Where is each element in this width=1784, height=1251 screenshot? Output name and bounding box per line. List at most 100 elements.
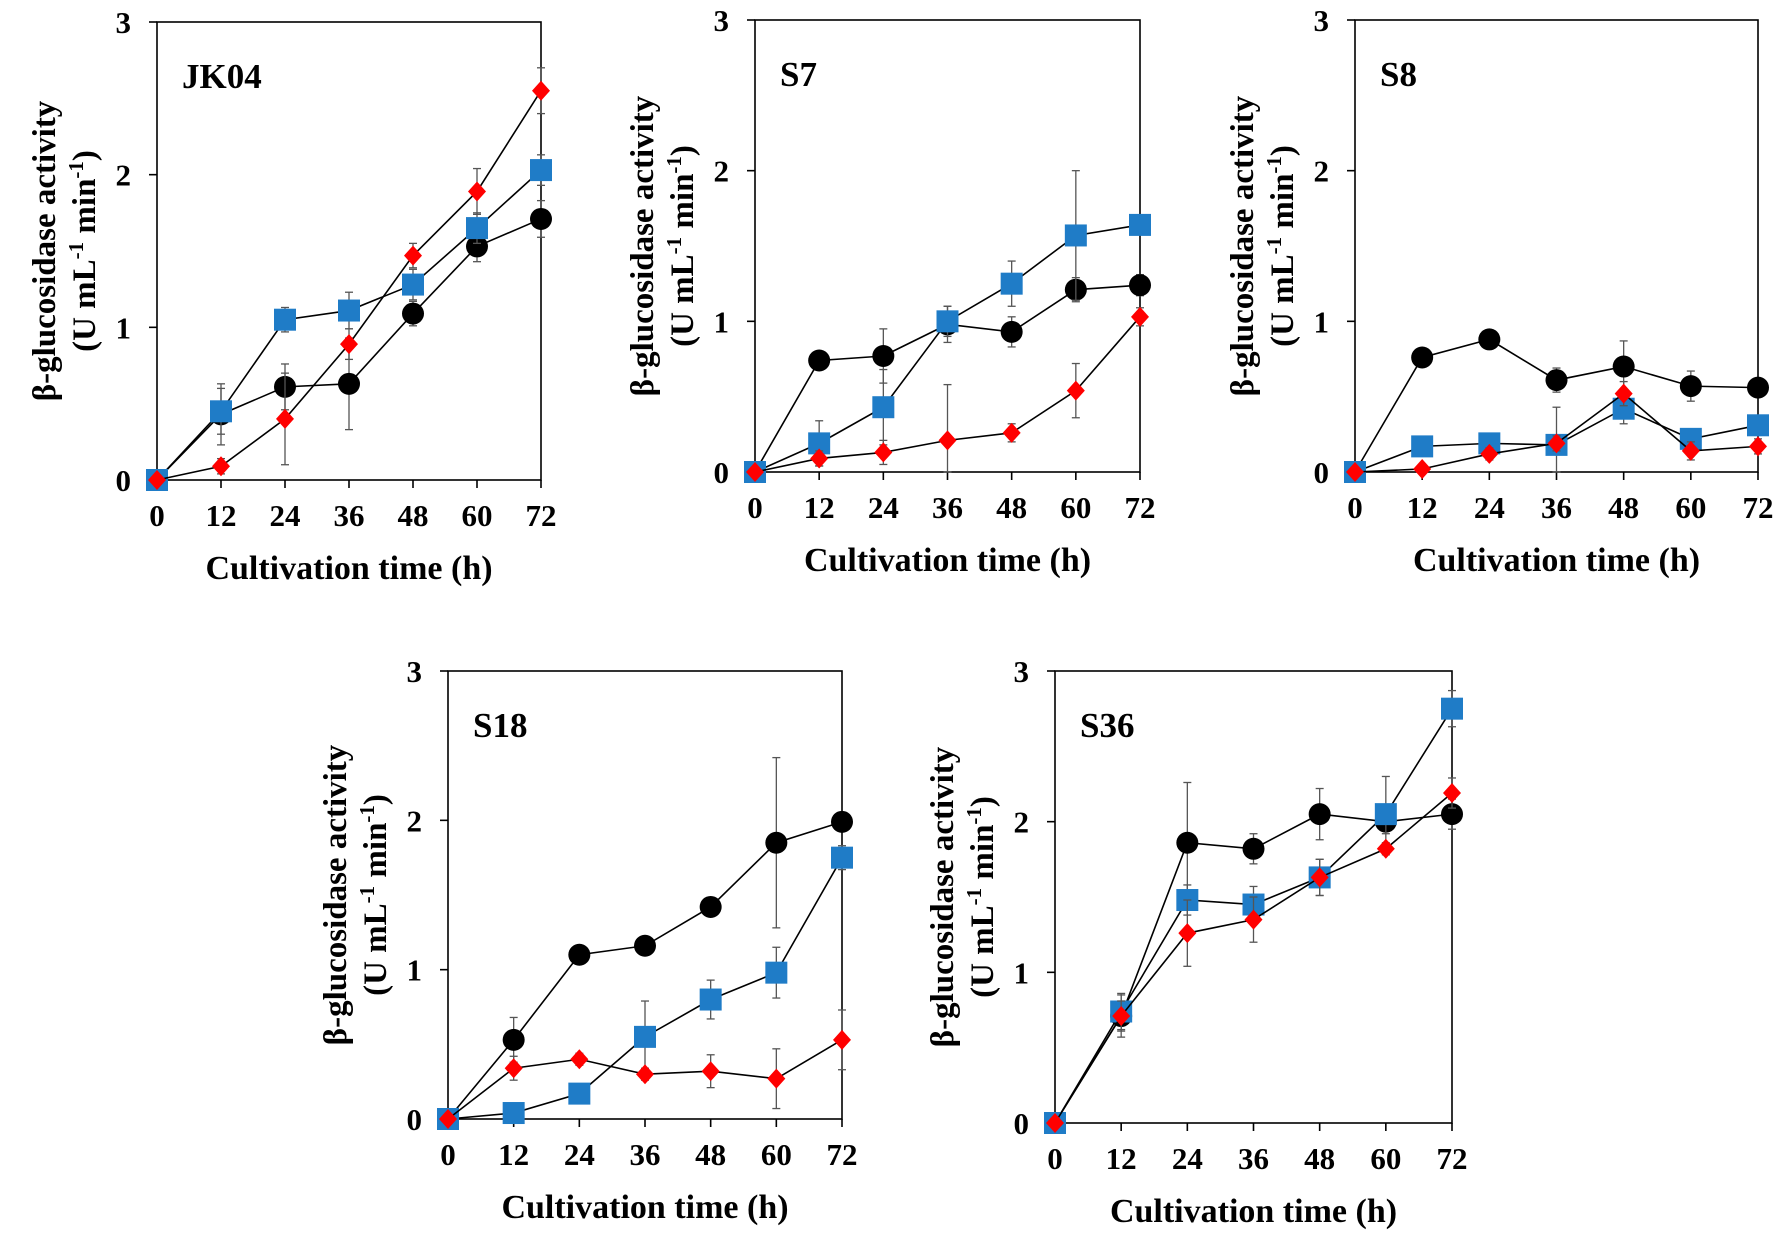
data-point-circle <box>1129 274 1151 297</box>
y-tick-label: 3 <box>116 5 132 40</box>
series-blue-square <box>744 170 1151 483</box>
y-axis-label-line2: (U mL-1 min-1) <box>1262 145 1301 347</box>
data-point-square <box>1478 432 1501 455</box>
data-point-diamond <box>148 470 166 490</box>
x-axis-label: Cultivation time (h) <box>205 550 492 587</box>
data-point-diamond <box>1681 440 1700 461</box>
data-point-circle <box>1308 803 1331 826</box>
y-tick-label: 2 <box>1314 154 1330 189</box>
data-point-diamond <box>1244 909 1263 930</box>
y-axis-label-part: -1 <box>962 888 986 906</box>
data-point-circle <box>1478 328 1501 351</box>
y-axis-label-line1: β-glucosidase activity <box>625 95 661 396</box>
data-point-square <box>466 217 488 240</box>
data-point-diamond <box>1002 422 1021 443</box>
data-point-diamond <box>1547 433 1566 454</box>
y-axis-label-line2: (U mL-1 min-1) <box>355 794 394 996</box>
x-tick-label: 48 <box>996 490 1027 525</box>
x-tick-label: 24 <box>868 490 899 525</box>
data-point-circle <box>1000 320 1023 343</box>
data-point-circle <box>634 934 656 957</box>
data-point-circle <box>699 895 722 918</box>
x-tick-label: 72 <box>526 498 557 533</box>
y-tick-label: 1 <box>407 953 423 988</box>
series-red-diamond <box>1046 777 1461 1133</box>
data-point-circle <box>1545 369 1568 392</box>
x-tick-label: 36 <box>334 498 365 533</box>
data-point-diamond <box>404 245 422 266</box>
data-point-diamond <box>504 1058 523 1079</box>
y-axis-label-part: (U mL <box>665 254 701 347</box>
data-point-diamond <box>570 1049 589 1070</box>
y-tick-label: 0 <box>714 455 730 490</box>
data-point-square <box>1129 213 1151 236</box>
data-point-diamond <box>1046 1113 1064 1133</box>
data-point-circle <box>1411 346 1434 369</box>
data-point-square <box>1747 414 1769 437</box>
data-point-square <box>699 988 722 1011</box>
data-point-square <box>1411 435 1434 458</box>
y-axis-label-part: ) <box>665 145 701 156</box>
y-axis-label-line2: (U mL-1 min-1) <box>662 145 701 347</box>
data-point-square <box>502 1102 525 1125</box>
data-point-circle <box>831 810 853 833</box>
y-tick-label: 3 <box>1314 3 1330 38</box>
data-point-square <box>765 961 788 984</box>
x-tick-label: 0 <box>1047 1141 1063 1176</box>
data-point-square <box>808 432 831 455</box>
data-point-square <box>831 846 853 869</box>
x-tick-label: 36 <box>630 1137 661 1172</box>
series-blue-square <box>146 154 552 491</box>
y-tick-label: 3 <box>1014 654 1030 689</box>
data-point-diamond <box>1480 443 1499 464</box>
x-tick-label: 60 <box>761 1137 792 1172</box>
x-tick-label: 36 <box>932 490 963 525</box>
y-tick-label: 2 <box>407 803 423 838</box>
x-tick-label: 60 <box>1675 490 1706 525</box>
data-point-square <box>402 273 424 296</box>
x-tick-label: 48 <box>1304 1141 1335 1176</box>
x-tick-label: 24 <box>564 1137 595 1172</box>
y-axis-label-line1: β-glucosidase activity <box>1225 95 1261 396</box>
data-point-circle <box>402 302 424 325</box>
data-point-diamond <box>276 408 294 429</box>
data-point-square <box>338 299 360 322</box>
x-axis-label: Cultivation time (h) <box>1413 542 1700 579</box>
data-point-diamond <box>1178 923 1197 944</box>
y-axis-label-part: ) <box>1265 145 1301 156</box>
data-point-square <box>530 159 552 182</box>
data-point-diamond <box>1614 383 1633 404</box>
y-axis-label-part: -1 <box>1262 237 1286 255</box>
data-point-diamond <box>810 448 829 469</box>
data-point-circle <box>466 235 488 258</box>
data-point-circle <box>1242 837 1265 860</box>
x-tick-label: 48 <box>398 498 429 533</box>
data-point-circle <box>1679 375 1702 398</box>
data-point-circle <box>568 943 591 966</box>
data-point-diamond <box>1376 838 1395 859</box>
y-tick-label: 0 <box>1314 455 1330 490</box>
data-point-diamond <box>1346 462 1364 482</box>
y-axis-label-line1: β-glucosidase activity <box>27 100 63 401</box>
series-blue-square <box>1344 393 1769 483</box>
data-point-diamond <box>746 462 764 482</box>
data-point-diamond <box>874 442 893 463</box>
y-axis-label-part: min <box>67 179 103 242</box>
data-point-square <box>210 400 232 423</box>
x-tick-label: 36 <box>1238 1141 1269 1176</box>
data-point-circle <box>1612 355 1635 378</box>
y-tick-label: 1 <box>116 310 132 345</box>
data-point-square <box>1064 224 1087 247</box>
data-point-diamond <box>701 1061 720 1082</box>
x-tick-label: 72 <box>1437 1141 1468 1176</box>
x-tick-label: 0 <box>440 1137 456 1172</box>
x-tick-label: 60 <box>1370 1141 1401 1176</box>
series-red-diamond <box>439 1009 851 1129</box>
y-axis-label-line1: β-glucosidase activity <box>925 746 961 1047</box>
data-point-diamond <box>439 1109 457 1129</box>
data-point-circle <box>1747 376 1769 399</box>
y-axis-label-part: ) <box>67 150 103 161</box>
x-axis-label: Cultivation time (h) <box>1110 1193 1397 1230</box>
